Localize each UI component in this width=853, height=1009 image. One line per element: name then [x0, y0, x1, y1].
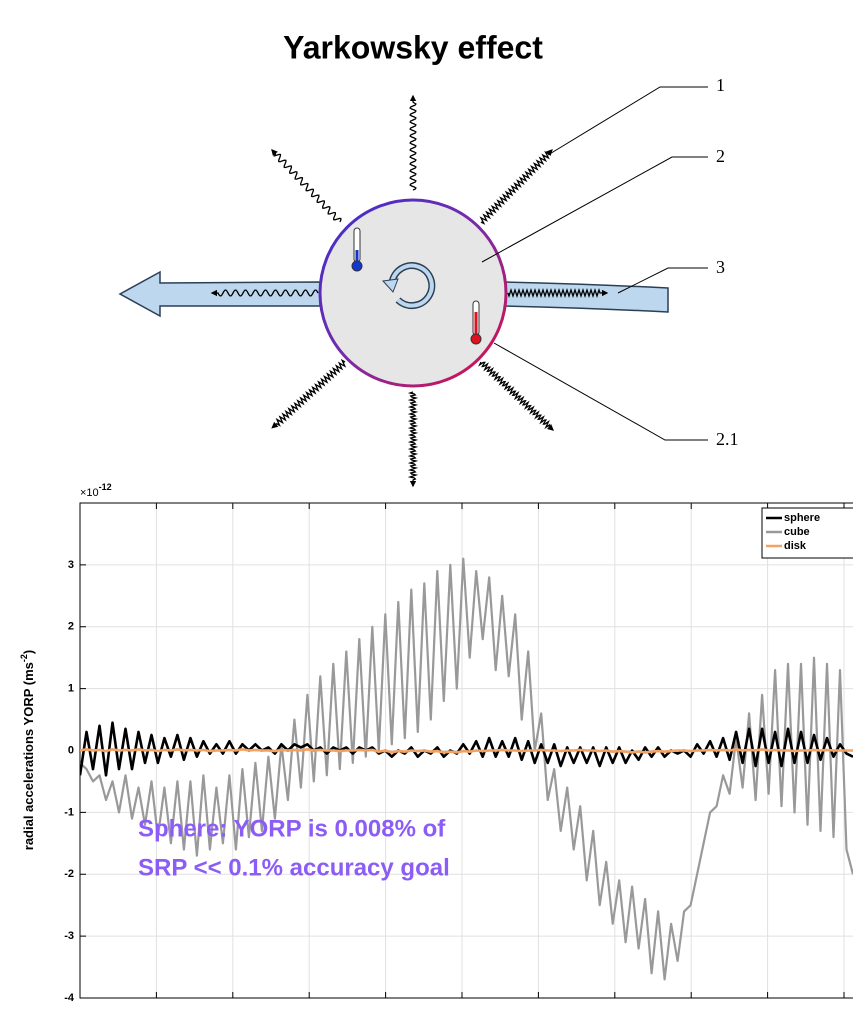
y-axis-label: radial accelerations YORP (ms-2) — [19, 650, 36, 850]
radiation — [271, 149, 342, 223]
asteroid — [318, 198, 508, 388]
callout-label: 3 — [716, 257, 725, 277]
spin — [390, 263, 434, 308]
y-scale-label: ×10-12 — [80, 482, 112, 499]
diagram: 1 2 3 2.1 — [118, 75, 739, 488]
band — [504, 281, 669, 313]
callout-line — [547, 86, 708, 156]
series-line — [80, 557, 853, 981]
y-tick-label: -1 — [64, 806, 74, 818]
legend-label: cube — [784, 526, 810, 538]
legend-label: sphere — [784, 512, 820, 524]
legend-label: disk — [784, 540, 807, 552]
big-arrow — [118, 270, 321, 318]
y-tick-label: -4 — [64, 992, 75, 1004]
series-line — [80, 748, 853, 754]
y-label-end: ) — [21, 650, 36, 654]
spin-head — [381, 278, 399, 293]
y-tick-label: -3 — [64, 930, 74, 942]
y-tick-label: 2 — [68, 621, 74, 633]
callout-line — [493, 342, 708, 441]
y-label-exponent: -2 — [19, 654, 29, 662]
y-label-text: radial accelerations YORP (ms — [21, 662, 36, 850]
callout-label: 1 — [716, 75, 725, 95]
callout-label: 2 — [716, 146, 725, 166]
radiation — [409, 94, 417, 191]
radiation — [407, 391, 419, 488]
radiation — [479, 149, 553, 225]
y-tick-label: 1 — [68, 683, 74, 695]
y-tick-label: -2 — [64, 868, 74, 880]
callout-line — [617, 267, 708, 294]
callout-label: 2.1 — [716, 429, 739, 449]
radiation — [478, 361, 554, 431]
y-tick-label: 0 — [68, 744, 74, 756]
annotation: SRP << 0.1% accuracy goal — [138, 854, 450, 881]
annotation: Sphere: YORP is 0.008% of — [138, 815, 446, 842]
radiation — [271, 358, 347, 429]
title: Yarkowsky effect — [283, 29, 543, 65]
y-tick-label: 3 — [68, 559, 74, 571]
thermometer-bulb — [470, 333, 482, 345]
y-scale-base: ×10 — [80, 487, 99, 499]
callout-line — [481, 156, 708, 263]
radiation — [210, 289, 319, 297]
radiation — [507, 287, 609, 299]
thermometer-bulb — [351, 260, 363, 272]
y-scale-exponent: -12 — [99, 482, 112, 492]
chart: ×10-12 radial accelerations YORP (ms-2) … — [19, 482, 853, 1004]
